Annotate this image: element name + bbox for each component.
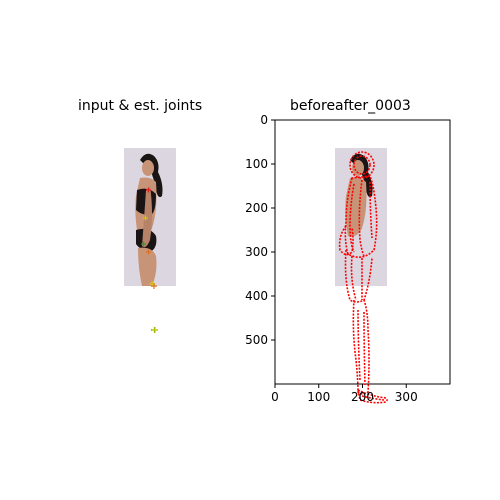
mesh-thigh	[344, 249, 373, 303]
person-legs	[138, 247, 157, 286]
joint-marker	[146, 187, 151, 193]
right-person-head	[352, 160, 364, 176]
left-panel-title: input & est. joints	[78, 98, 203, 114]
axis-ticks: 0 100 200 300 0 100 200 300 400 500	[245, 113, 418, 404]
mesh-lower-leg-line	[363, 311, 366, 386]
joint-marker	[143, 215, 148, 221]
right-panel-title: beforeafter_0003	[290, 98, 411, 114]
y-tick-label: 0	[260, 113, 268, 127]
x-tick-label: 200	[351, 390, 374, 404]
mesh-head	[349, 151, 375, 179]
mesh-torso-line	[358, 179, 365, 257]
mesh-thigh-line	[350, 255, 357, 301]
joint-marker	[151, 283, 157, 289]
estimated-joints	[141, 187, 158, 333]
mesh-arm	[338, 225, 354, 256]
x-tick-label: 0	[271, 390, 279, 404]
x-tick-label: 300	[395, 390, 418, 404]
mesh-lower-leg	[352, 299, 370, 395]
mesh-head-inner	[353, 155, 371, 175]
left-input-image	[124, 148, 176, 286]
right-axes	[274, 119, 451, 404]
mesh-torso	[344, 175, 378, 258]
mesh-torso-line	[369, 181, 373, 239]
mesh-foot-line	[361, 395, 385, 401]
joint-marker	[146, 249, 151, 255]
joint-marker	[141, 241, 146, 247]
person-head	[142, 160, 154, 176]
mesh-foot	[356, 388, 388, 404]
mesh-lower-leg-line	[357, 309, 361, 381]
joint-marker	[152, 327, 158, 333]
y-tick-label: 100	[245, 157, 268, 171]
y-tick-label: 300	[245, 245, 268, 259]
body-mesh-overlay	[338, 151, 388, 404]
person-arm	[142, 186, 152, 248]
x-tick-label: 100	[307, 390, 330, 404]
y-tick-label: 400	[245, 289, 268, 303]
y-tick-label: 500	[245, 333, 268, 347]
y-tick-label: 200	[245, 201, 268, 215]
